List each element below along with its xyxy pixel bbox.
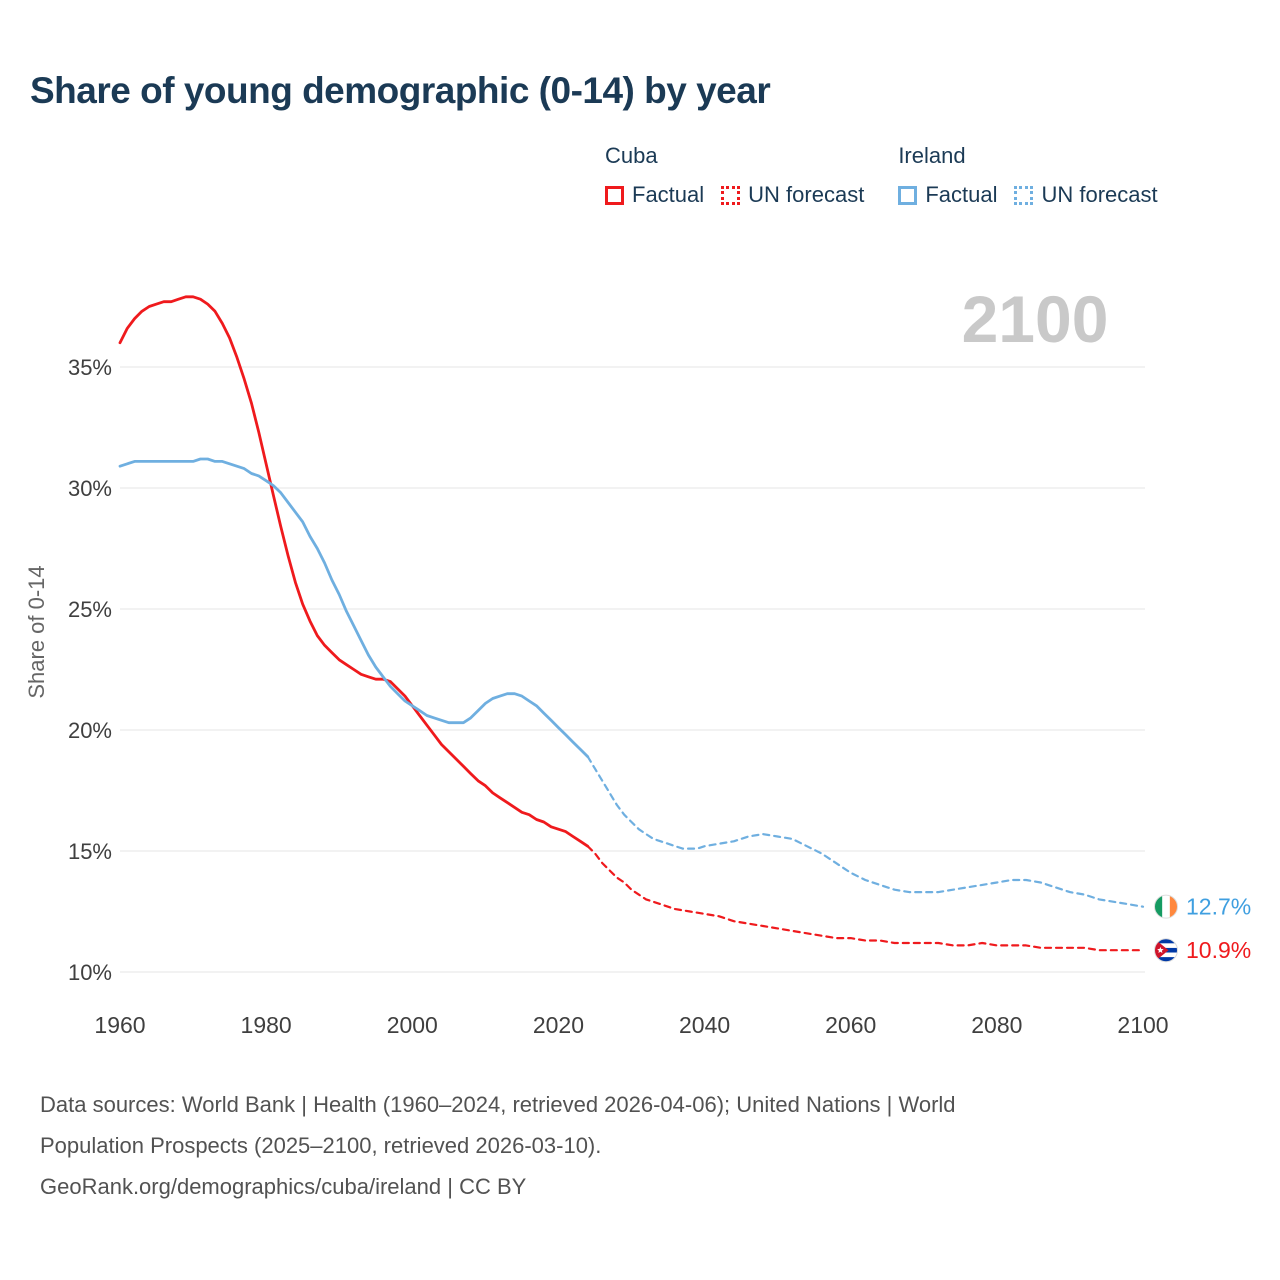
footer-sources-line-2: Population Prospects (2025–2100, retriev… (40, 1133, 602, 1158)
series-cuba-factual-line (118, 295, 590, 848)
legend-swatch-ireland-factual-solid-icon (898, 185, 918, 205)
legend-swatch-ireland-un-forecast-dotted-icon (1014, 185, 1034, 205)
cuba-flag-ring (1154, 938, 1178, 963)
legend-item-cuba-un-forecast[interactable]: UN forecast (721, 182, 864, 208)
x-tick-label-2080: 2080 (971, 1012, 1022, 1038)
page-title: Share of young demographic (0-14) by yea… (30, 70, 771, 111)
end-label-cuba: 10.9% (1186, 937, 1251, 963)
legend-label: UN forecast (1041, 182, 1158, 207)
legend-group-cuba: Cuba Factual UN forecast (605, 143, 864, 208)
chart: 2100 10% 15% 20% 25% 30% 35% 1960 1980 2000 2020 20… (0, 250, 1280, 1060)
x-tick-label-2100: 2100 (1117, 1012, 1168, 1038)
legend-group-ireland: Ireland Factual UN forecast (898, 143, 1158, 208)
x-tick-label-2060: 2060 (825, 1012, 876, 1038)
footer: Data sources: World Bank | Health (1960–… (40, 1084, 956, 1207)
end-label-ireland: 12.7% (1186, 894, 1251, 920)
y-tick-label-20: 20% (68, 718, 112, 743)
legend-country-cuba: Cuba (605, 143, 658, 168)
x-tick-label-2040: 2040 (679, 1012, 730, 1038)
legend: Cuba Factual UN forecast Ireland Factual UN f… (605, 143, 1158, 208)
legend-swatch-cuba-un-forecast-dotted-icon (721, 185, 741, 205)
legend-item-ireland-un-forecast[interactable]: UN forecast (1014, 182, 1158, 208)
y-tick-label-30: 30% (68, 476, 112, 501)
footer-attribution: GeoRank.org/demographics/cuba/ireland | … (40, 1174, 527, 1199)
x-tick-label-2020: 2020 (533, 1012, 584, 1038)
watermark-year: 2100 (962, 282, 1109, 356)
ireland-flag-ring (1154, 894, 1178, 919)
series-cuba-un-forecast-line (586, 845, 1145, 952)
legend-label: UN forecast (748, 182, 865, 207)
y-tick-label-35: 35% (68, 355, 112, 380)
legend-label: Factual (632, 182, 705, 207)
legend-item-ireland-factual[interactable]: Factual (898, 182, 997, 208)
legend-country-ireland: Ireland (898, 143, 966, 168)
series-ireland-factual-line (118, 457, 590, 758)
y-tick-label-15: 15% (68, 839, 112, 864)
y-axis-title: Share of 0-14 (24, 565, 49, 698)
ireland-flag-icon (1154, 895, 1178, 919)
cuba-flag-icon (1154, 938, 1178, 962)
x-tick-label-1980: 1980 (241, 1012, 292, 1038)
y-tick-label-25: 25% (68, 597, 112, 622)
chart-svg: 2100 10% 15% 20% 25% 30% 35% 1960 1980 2000 2020 20… (24, 282, 1251, 1038)
footer-sources-line-1: Data sources: World Bank | Health (1960–… (40, 1092, 956, 1117)
series-ireland-un-forecast-line (586, 755, 1145, 908)
x-tick-label-2000: 2000 (387, 1012, 438, 1038)
legend-items-ireland: Factual UN forecast (898, 182, 1158, 208)
x-tick-label-1960: 1960 (94, 1012, 145, 1038)
legend-items-cuba: Factual UN forecast (605, 182, 864, 208)
y-tick-label-10: 10% (68, 960, 112, 985)
legend-label: Factual (925, 182, 998, 207)
legend-item-cuba-factual[interactable]: Factual (605, 182, 704, 208)
legend-swatch-cuba-factual-solid-icon (605, 185, 624, 205)
